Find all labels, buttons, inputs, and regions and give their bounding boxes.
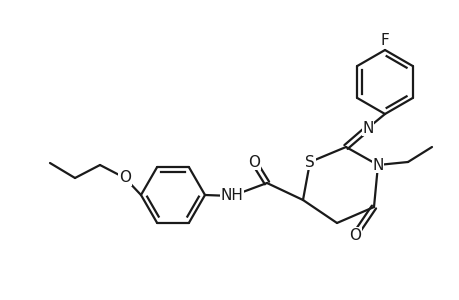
Text: N: N xyxy=(371,158,383,172)
Text: O: O xyxy=(119,170,131,185)
Text: O: O xyxy=(348,227,360,242)
Text: O: O xyxy=(247,154,259,169)
Text: S: S xyxy=(304,154,314,169)
Text: F: F xyxy=(380,32,388,47)
Text: N: N xyxy=(362,121,373,136)
Text: NH: NH xyxy=(220,188,243,203)
